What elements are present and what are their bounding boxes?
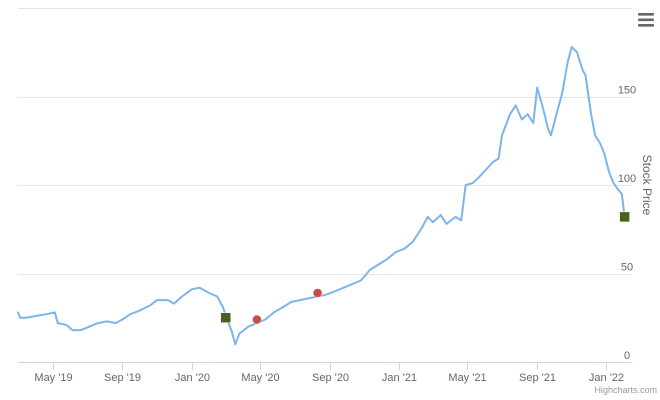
x-tick-label: Jan '22 (589, 372, 624, 384)
series-line[interactable] (17, 45, 626, 346)
y-tick-label: 100 (618, 173, 636, 185)
square-marker[interactable] (220, 312, 231, 323)
y-tick-label: 150 (618, 85, 636, 97)
x-tick-label: Jan '21 (382, 372, 417, 384)
y-tick-label: 0 (624, 350, 630, 362)
hamburger-menu-icon[interactable] (636, 10, 656, 30)
markers-layer (220, 211, 630, 325)
credits-link[interactable]: Highcharts.com (594, 385, 657, 395)
y-tick-label: 50 (621, 262, 633, 274)
x-axis: May '19 Sep '19 Jan '20 May '20 Sep '20 Jan '… (34, 362, 624, 384)
series-layer (17, 45, 626, 346)
y-axis-title: Stock Price (640, 155, 654, 216)
x-tick-label: May '20 (241, 372, 279, 384)
x-tick-label: Sep '21 (519, 372, 556, 384)
square-marker[interactable] (619, 211, 630, 223)
x-tick-label: Sep '19 (104, 372, 141, 384)
circle-marker[interactable] (312, 288, 323, 298)
y-axis: 0 50 100 150 (618, 85, 636, 363)
circle-marker[interactable] (252, 314, 262, 325)
x-tick-label: May '21 (448, 372, 486, 384)
x-tick-label: Jan '20 (175, 372, 210, 384)
x-tick-label: Sep '20 (312, 372, 349, 384)
x-tick-label: May '19 (34, 372, 72, 384)
grid-lines (18, 8, 632, 363)
